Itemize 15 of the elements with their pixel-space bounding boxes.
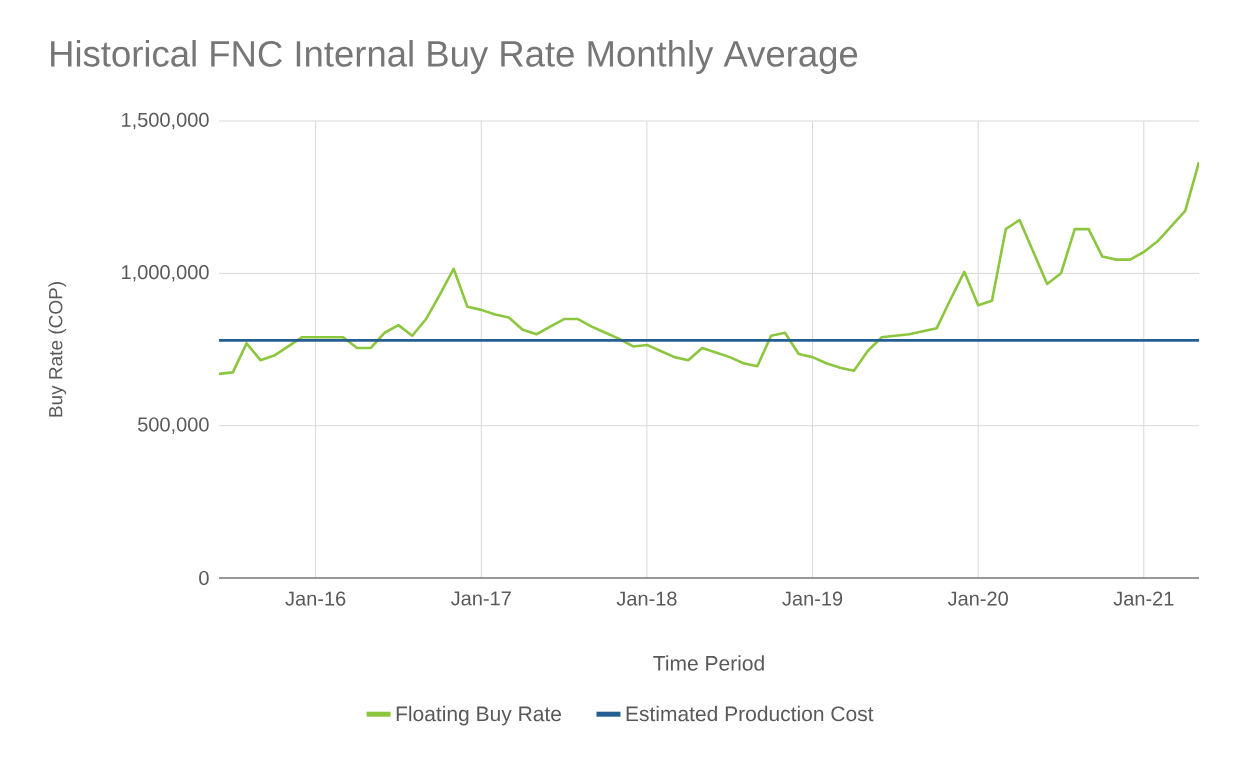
y-axis-title: Buy Rate (COP) xyxy=(48,282,67,417)
x-axis-title: Time Period xyxy=(653,655,764,671)
x-tick-label: Jan-19 xyxy=(782,591,843,606)
y-tick-label: 500,000 xyxy=(137,417,209,434)
legend-label: Floating Buy Rate xyxy=(396,705,562,726)
legend-label: Estimated Production Cost xyxy=(626,705,874,722)
x-tick-label: Jan-17 xyxy=(450,591,511,606)
y-tick-label: 1,000,000 xyxy=(122,265,209,282)
y-tick-label: 0 xyxy=(199,570,209,586)
x-tick-label: Jan-21 xyxy=(1113,591,1174,606)
x-tick-label: Jan-18 xyxy=(616,591,677,606)
x-tick-label: Jan-16 xyxy=(285,591,346,606)
y-tick-label: 1,500,000 xyxy=(122,112,209,130)
chart-title: Historical FNC Internal Buy Rate Monthly Average xyxy=(51,39,858,74)
x-tick-label: Jan-20 xyxy=(947,591,1008,606)
